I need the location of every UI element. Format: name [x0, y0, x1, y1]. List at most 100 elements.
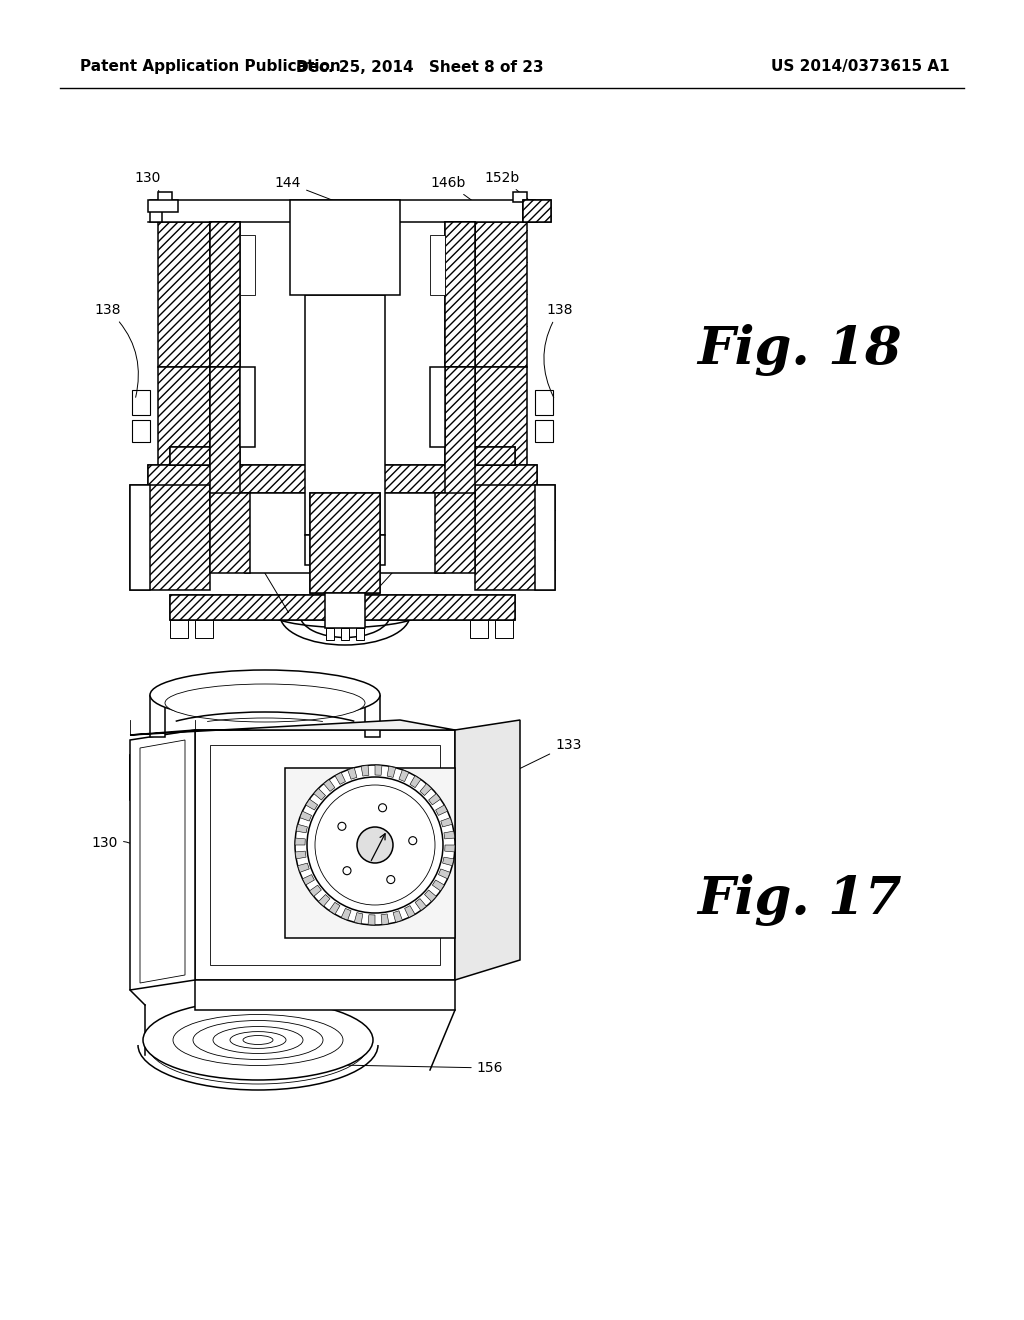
Polygon shape — [399, 770, 409, 781]
Polygon shape — [475, 367, 527, 467]
Polygon shape — [415, 899, 426, 911]
Polygon shape — [170, 447, 210, 465]
Polygon shape — [475, 222, 527, 367]
Polygon shape — [535, 389, 553, 414]
Polygon shape — [210, 222, 240, 367]
Polygon shape — [429, 793, 440, 805]
Polygon shape — [347, 768, 357, 779]
Polygon shape — [240, 235, 255, 294]
Polygon shape — [442, 857, 454, 866]
Polygon shape — [132, 420, 150, 442]
Polygon shape — [170, 595, 515, 620]
Polygon shape — [305, 535, 385, 565]
Text: 152a: 152a — [361, 541, 432, 606]
Polygon shape — [300, 812, 311, 821]
Polygon shape — [375, 766, 382, 775]
Polygon shape — [475, 484, 555, 590]
Circle shape — [295, 766, 455, 925]
Polygon shape — [305, 294, 385, 535]
Polygon shape — [148, 201, 178, 213]
Polygon shape — [410, 776, 421, 788]
Polygon shape — [325, 593, 365, 628]
Polygon shape — [324, 780, 335, 792]
Polygon shape — [425, 890, 436, 902]
Polygon shape — [195, 620, 213, 638]
Polygon shape — [523, 201, 535, 222]
Circle shape — [357, 828, 393, 863]
Polygon shape — [210, 367, 240, 467]
Polygon shape — [444, 832, 455, 840]
Polygon shape — [245, 492, 445, 573]
Polygon shape — [295, 838, 305, 845]
Circle shape — [343, 867, 351, 875]
Text: 152b: 152b — [484, 172, 532, 203]
Polygon shape — [335, 772, 345, 784]
Circle shape — [338, 822, 346, 830]
Polygon shape — [365, 696, 380, 737]
Polygon shape — [438, 869, 451, 879]
Polygon shape — [430, 367, 445, 447]
Polygon shape — [150, 201, 162, 222]
Polygon shape — [170, 447, 210, 465]
Polygon shape — [435, 492, 475, 573]
Polygon shape — [329, 903, 340, 915]
Polygon shape — [381, 913, 389, 925]
Polygon shape — [445, 222, 475, 367]
Polygon shape — [170, 620, 188, 638]
Text: Patent Application Publication: Patent Application Publication — [80, 59, 341, 74]
Polygon shape — [513, 191, 527, 202]
Text: 130: 130 — [91, 836, 146, 853]
Text: US 2014/0373615 A1: US 2014/0373615 A1 — [771, 59, 950, 74]
Polygon shape — [152, 788, 168, 810]
Polygon shape — [318, 895, 330, 907]
Polygon shape — [310, 492, 380, 593]
Text: 160: 160 — [234, 539, 289, 612]
Polygon shape — [495, 620, 513, 638]
Circle shape — [307, 777, 443, 913]
Polygon shape — [326, 628, 334, 640]
Polygon shape — [420, 784, 431, 796]
Polygon shape — [130, 484, 210, 590]
Polygon shape — [445, 367, 475, 512]
Polygon shape — [170, 595, 515, 620]
Text: 133: 133 — [447, 738, 582, 804]
Polygon shape — [404, 906, 415, 917]
Polygon shape — [535, 420, 553, 442]
Polygon shape — [140, 741, 185, 983]
Polygon shape — [310, 492, 380, 593]
Polygon shape — [148, 465, 537, 492]
Text: 144: 144 — [274, 176, 342, 205]
Text: 156: 156 — [341, 1061, 503, 1074]
Polygon shape — [148, 465, 537, 492]
Polygon shape — [368, 915, 375, 925]
Text: 138: 138 — [544, 304, 573, 397]
Ellipse shape — [150, 671, 380, 719]
Circle shape — [379, 804, 386, 812]
Ellipse shape — [165, 684, 365, 722]
Polygon shape — [455, 719, 520, 979]
Polygon shape — [361, 766, 369, 776]
Polygon shape — [435, 805, 447, 816]
Polygon shape — [158, 367, 210, 467]
Polygon shape — [309, 886, 322, 896]
Polygon shape — [210, 744, 440, 965]
Polygon shape — [130, 719, 455, 735]
Polygon shape — [341, 908, 351, 920]
Polygon shape — [295, 851, 306, 859]
Polygon shape — [195, 979, 455, 1010]
Polygon shape — [158, 222, 210, 367]
Polygon shape — [523, 201, 551, 222]
Circle shape — [315, 785, 435, 906]
Polygon shape — [210, 492, 250, 573]
Polygon shape — [475, 447, 515, 465]
Polygon shape — [210, 367, 240, 512]
Polygon shape — [354, 912, 362, 924]
Polygon shape — [440, 817, 453, 826]
Text: 138: 138 — [95, 304, 138, 397]
Polygon shape — [302, 875, 314, 884]
Polygon shape — [535, 484, 555, 590]
Polygon shape — [158, 201, 527, 222]
Polygon shape — [341, 628, 349, 640]
Polygon shape — [445, 367, 475, 467]
Polygon shape — [285, 768, 455, 939]
